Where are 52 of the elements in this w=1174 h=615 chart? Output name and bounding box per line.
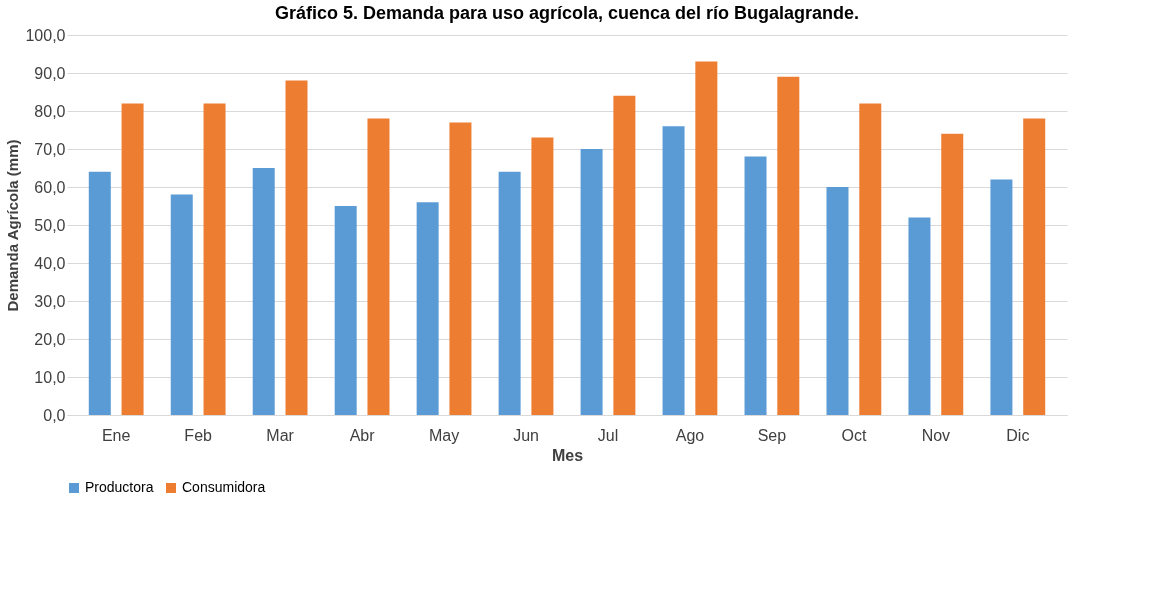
bar xyxy=(252,168,275,415)
bar xyxy=(367,118,390,415)
bar xyxy=(990,179,1013,415)
y-tick-label: 10,0 xyxy=(34,368,66,386)
bar xyxy=(121,103,144,415)
y-axis-title: Demanda Agrícola (mm) xyxy=(4,139,22,312)
x-tick-label: May xyxy=(428,426,460,444)
bar xyxy=(531,137,554,415)
x-tick-label: Jun xyxy=(513,426,539,444)
legend-label: Productora xyxy=(85,479,154,495)
x-tick-label: Dic xyxy=(1006,426,1030,444)
x-tick-label: Oct xyxy=(841,426,867,444)
bar xyxy=(695,61,718,415)
bar xyxy=(498,171,521,415)
bar xyxy=(449,122,472,415)
x-tick-label: Feb xyxy=(184,426,213,444)
y-tick-label: 90,0 xyxy=(34,64,66,82)
chart-title: Gráfico 5. Demanda para uso agrícola, cuenca del río Bugalagrande. xyxy=(274,3,860,23)
y-tick-label: 30,0 xyxy=(34,292,66,310)
bar xyxy=(744,156,767,415)
bar xyxy=(859,103,882,415)
bar xyxy=(170,194,193,415)
x-tick-label: Mar xyxy=(266,426,295,444)
x-tick-label: Nov xyxy=(921,426,951,444)
bar xyxy=(580,149,603,415)
x-tick-label: Ene xyxy=(101,426,131,444)
y-tick-label: 20,0 xyxy=(34,330,66,348)
y-tick-label: 60,0 xyxy=(34,178,66,196)
bar xyxy=(613,95,636,415)
bar xyxy=(941,133,964,415)
bar xyxy=(88,171,111,415)
bar xyxy=(1023,118,1046,415)
bar xyxy=(334,206,357,415)
bar xyxy=(662,126,685,415)
bar xyxy=(826,187,849,415)
y-tick-label: 0,0 xyxy=(43,406,66,424)
x-tick-label: Sep xyxy=(757,426,787,444)
bar xyxy=(416,202,439,415)
x-tick-label: Ago xyxy=(675,426,705,444)
y-tick-label: 100,0 xyxy=(25,26,66,44)
x-tick-label: Jul xyxy=(597,426,619,444)
y-tick-label: 40,0 xyxy=(34,254,66,272)
bar xyxy=(777,76,800,415)
bar xyxy=(285,80,308,415)
y-tick-label: 50,0 xyxy=(34,216,66,234)
bar xyxy=(908,217,931,415)
y-tick-label: 80,0 xyxy=(34,102,66,120)
y-tick-label: 70,0 xyxy=(34,140,66,158)
x-tick-label: Abr xyxy=(349,426,376,444)
x-axis-title: Mes xyxy=(551,446,584,464)
legend-label: Consumidora xyxy=(182,479,266,495)
bar xyxy=(203,103,226,415)
